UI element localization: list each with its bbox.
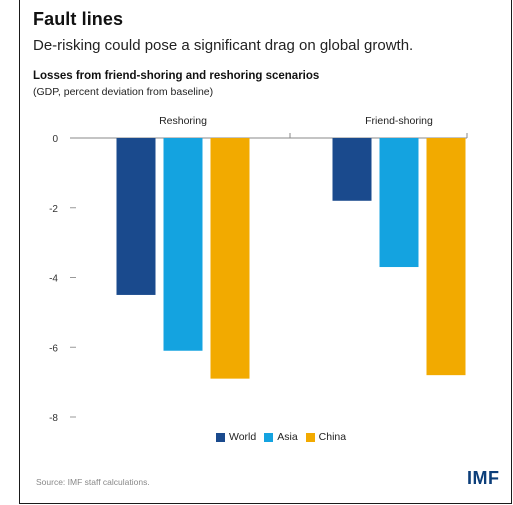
chart-title: Losses from friend-shoring and reshoring… bbox=[33, 70, 320, 82]
chart-legend: World Asia China bbox=[216, 431, 346, 443]
page-title: Fault lines bbox=[33, 9, 124, 29]
legend-swatch bbox=[305, 432, 315, 442]
y-tick-label: -6 bbox=[49, 343, 58, 354]
category-label: Friend-shoring bbox=[365, 115, 433, 127]
y-tick-label: -8 bbox=[49, 413, 58, 424]
bar-asia bbox=[163, 138, 203, 351]
legend-label: Asia bbox=[277, 431, 298, 443]
figure-frame bbox=[19, 0, 512, 504]
legend-swatch bbox=[264, 432, 274, 442]
legend-label: World bbox=[229, 431, 257, 443]
bar-asia bbox=[379, 138, 419, 268]
legend-item: Asia bbox=[264, 431, 298, 443]
bar-world bbox=[332, 138, 372, 201]
legend-item: World bbox=[216, 431, 256, 443]
y-tick-label: 0 bbox=[52, 134, 58, 145]
y-tick-label: -2 bbox=[49, 204, 58, 215]
chart-subtitle: (GDP, percent deviation from baseline) bbox=[33, 86, 214, 98]
source-note: Source: IMF staff calculations. bbox=[36, 477, 150, 487]
bar-china bbox=[210, 138, 250, 379]
imf-logo: IMF bbox=[467, 468, 500, 488]
bar-china bbox=[426, 138, 466, 376]
legend-swatch bbox=[216, 432, 225, 442]
page-subtitle: De-risking could pose a significant drag… bbox=[33, 37, 414, 54]
bar-world bbox=[116, 138, 156, 295]
legend-item: China bbox=[305, 431, 347, 443]
y-tick-label: -4 bbox=[49, 274, 58, 285]
category-label: Reshoring bbox=[159, 115, 207, 127]
legend-label: China bbox=[318, 431, 347, 443]
